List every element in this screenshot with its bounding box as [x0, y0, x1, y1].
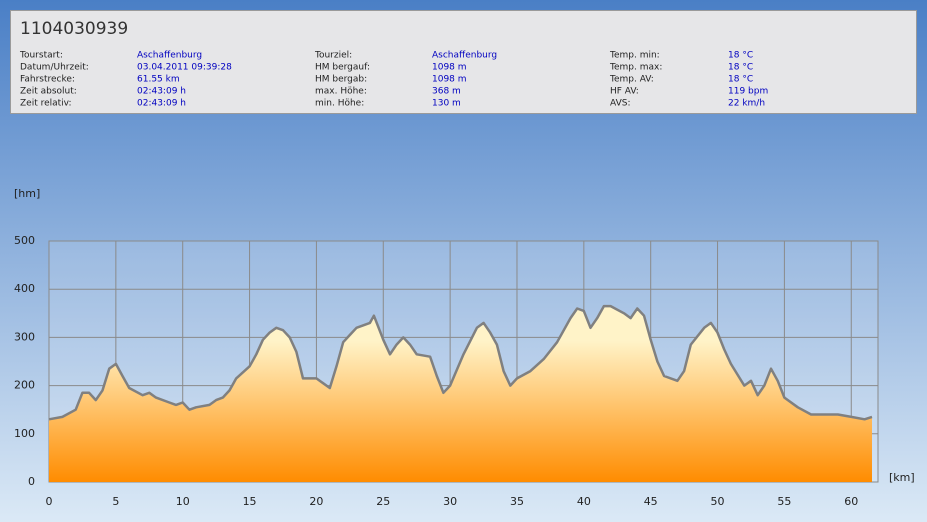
x-tick-label: 0 — [46, 495, 53, 508]
y-tick-label: 0 — [28, 475, 35, 488]
field-label: Zeit absolut: — [20, 87, 77, 97]
x-tick-label: 5 — [112, 495, 119, 508]
x-tick-label: 45 — [644, 495, 658, 508]
field-value: 02:43:09 h — [137, 87, 186, 97]
y-tick-label: 300 — [14, 330, 35, 343]
x-tick-label: 30 — [443, 495, 457, 508]
field-label: Temp. AV: — [609, 75, 654, 85]
field-value: 368 m — [432, 87, 461, 97]
plot: 0 100 200 300 400 500 0 5 10 15 20 25 30 35 40 45 50 55 60… — [14, 187, 915, 508]
field-label: Tourziel: — [314, 51, 352, 61]
field-label: AVS: — [610, 99, 630, 109]
x-tick-label: 25 — [376, 495, 390, 508]
field-value: 22 km/h — [728, 99, 765, 109]
field-value: 18 °C — [728, 75, 753, 85]
field-value: 130 m — [432, 99, 461, 109]
field-value: Aschaffenburg — [432, 51, 497, 61]
field-label: HM bergauf: — [315, 63, 370, 73]
y-tick-label: 200 — [14, 379, 35, 392]
info-panel — [10, 10, 917, 114]
panel-title: 1104030939 — [20, 19, 128, 39]
field-label: Temp. min: — [609, 51, 660, 61]
field-value: 1098 m — [432, 75, 467, 85]
field-label: max. Höhe: — [315, 87, 367, 97]
field-value: 03.04.2011 09:39:28 — [137, 63, 232, 73]
y-tick-label: 400 — [14, 282, 35, 295]
field-value: 18 °C — [728, 51, 753, 61]
x-tick-label: 35 — [510, 495, 524, 508]
x-tick-label: 15 — [243, 495, 257, 508]
y-tick-label: 100 — [14, 427, 35, 440]
field-value: 18 °C — [728, 63, 753, 73]
field-label: Zeit relativ: — [20, 99, 72, 109]
x-tick-label: 55 — [777, 495, 791, 508]
field-label: Fahrstrecke: — [20, 75, 75, 85]
x-tick-label: 10 — [176, 495, 190, 508]
field-value: 02:43:09 h — [137, 99, 186, 109]
y-axis-label: [hm] — [14, 187, 40, 200]
field-value: 119 bpm — [728, 87, 768, 97]
field-value: Aschaffenburg — [137, 51, 202, 61]
area — [49, 306, 872, 482]
x-tick-label: 50 — [711, 495, 725, 508]
field-label: Temp. max: — [609, 63, 662, 73]
field-label: HF AV: — [610, 87, 639, 97]
x-tick-label: 60 — [844, 495, 858, 508]
x-tick-label: 20 — [309, 495, 323, 508]
field-label: Tourstart: — [19, 51, 63, 61]
field-label: HM bergab: — [315, 75, 367, 85]
field-label: min. Höhe: — [315, 99, 364, 109]
field-value: 1098 m — [432, 63, 467, 73]
field-label: Datum/Uhrzeit: — [20, 63, 89, 73]
profile-line — [48, 304, 873, 421]
x-tick-label: 40 — [577, 495, 591, 508]
y-tick-label: 500 — [14, 234, 35, 247]
field-value: 61.55 km — [137, 75, 180, 85]
x-axis-label: [km] — [889, 471, 915, 484]
info-fields: Tourstart: Aschaffenburg Datum/Uhrzeit: 03.… — [19, 51, 768, 109]
